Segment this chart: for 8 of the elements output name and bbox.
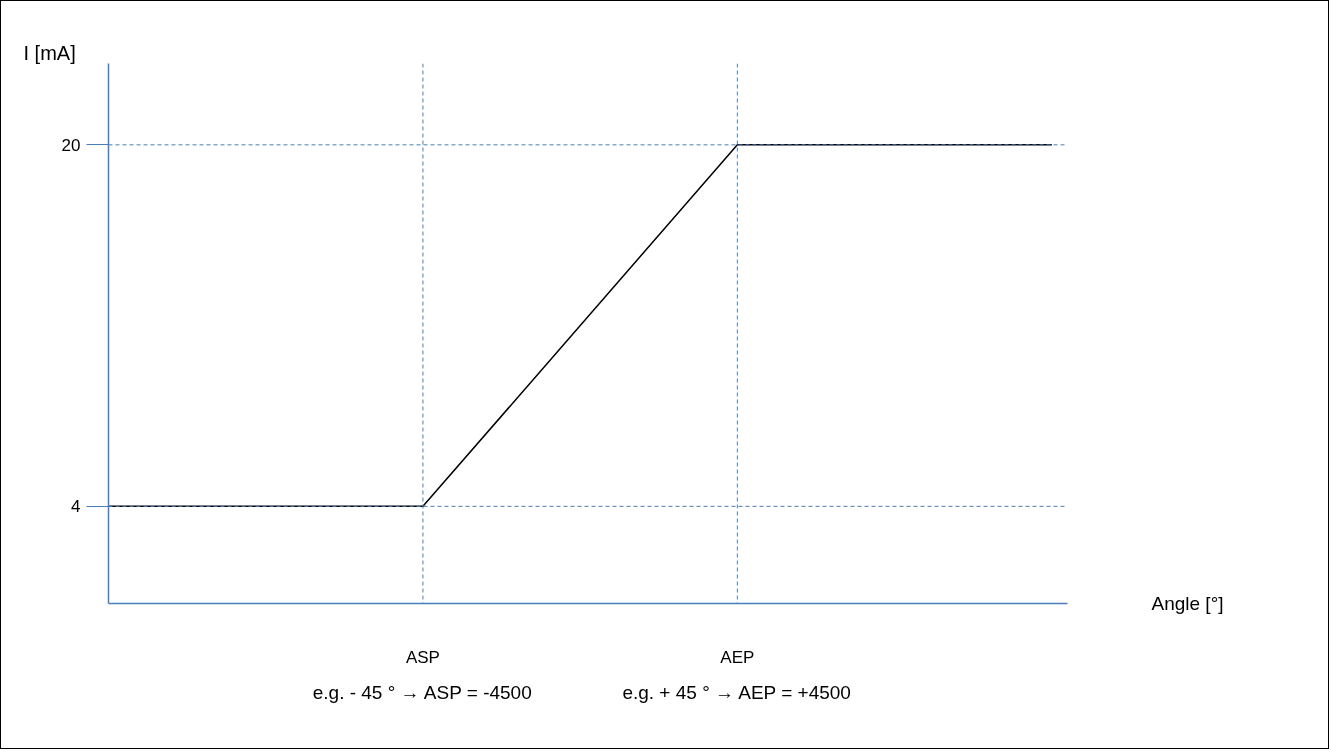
text: e.g. - 45 ° → ASP = -4500 bbox=[312, 681, 532, 703]
x-tick-label: ASP bbox=[405, 647, 440, 667]
x-axis-title: Angle [°] bbox=[1151, 593, 1224, 614]
x-tick-label: AEP bbox=[720, 647, 755, 667]
text: e.g. + 45 ° → AEP = +4500 bbox=[622, 681, 851, 703]
y-axis-title: I [mA] bbox=[23, 41, 76, 64]
y-tick-label: 4 bbox=[71, 497, 81, 517]
y-tick-label: 20 bbox=[61, 135, 81, 155]
